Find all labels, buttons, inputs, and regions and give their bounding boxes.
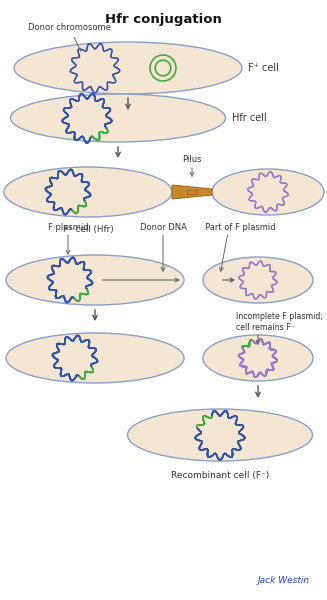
Text: Incomplete F plasmid;
cell remains F⁻: Incomplete F plasmid; cell remains F⁻ [236,312,323,332]
Ellipse shape [10,94,226,142]
Ellipse shape [128,409,313,461]
Text: Donor chromosome: Donor chromosome [28,23,111,52]
Text: Hfr conjugation: Hfr conjugation [105,13,221,26]
Ellipse shape [4,167,172,217]
Ellipse shape [203,335,313,381]
Ellipse shape [14,42,242,94]
Text: Pilus: Pilus [182,155,202,164]
Polygon shape [172,185,212,199]
Text: Donor DNA: Donor DNA [140,223,186,232]
Text: Part of F plasmid: Part of F plasmid [205,223,275,232]
Text: F plasmid: F plasmid [48,223,88,232]
Ellipse shape [6,333,184,383]
Ellipse shape [203,257,313,303]
Text: Jack Westin: Jack Westin [258,576,310,585]
Ellipse shape [212,169,324,215]
Ellipse shape [6,255,184,305]
Text: F⁺ cell: F⁺ cell [248,63,279,73]
Text: F⁺ cell (Hfr): F⁺ cell (Hfr) [63,225,113,234]
Text: Hfr cell: Hfr cell [232,113,267,123]
Polygon shape [187,190,197,194]
Text: Recombinant cell (F⁻): Recombinant cell (F⁻) [171,471,269,480]
